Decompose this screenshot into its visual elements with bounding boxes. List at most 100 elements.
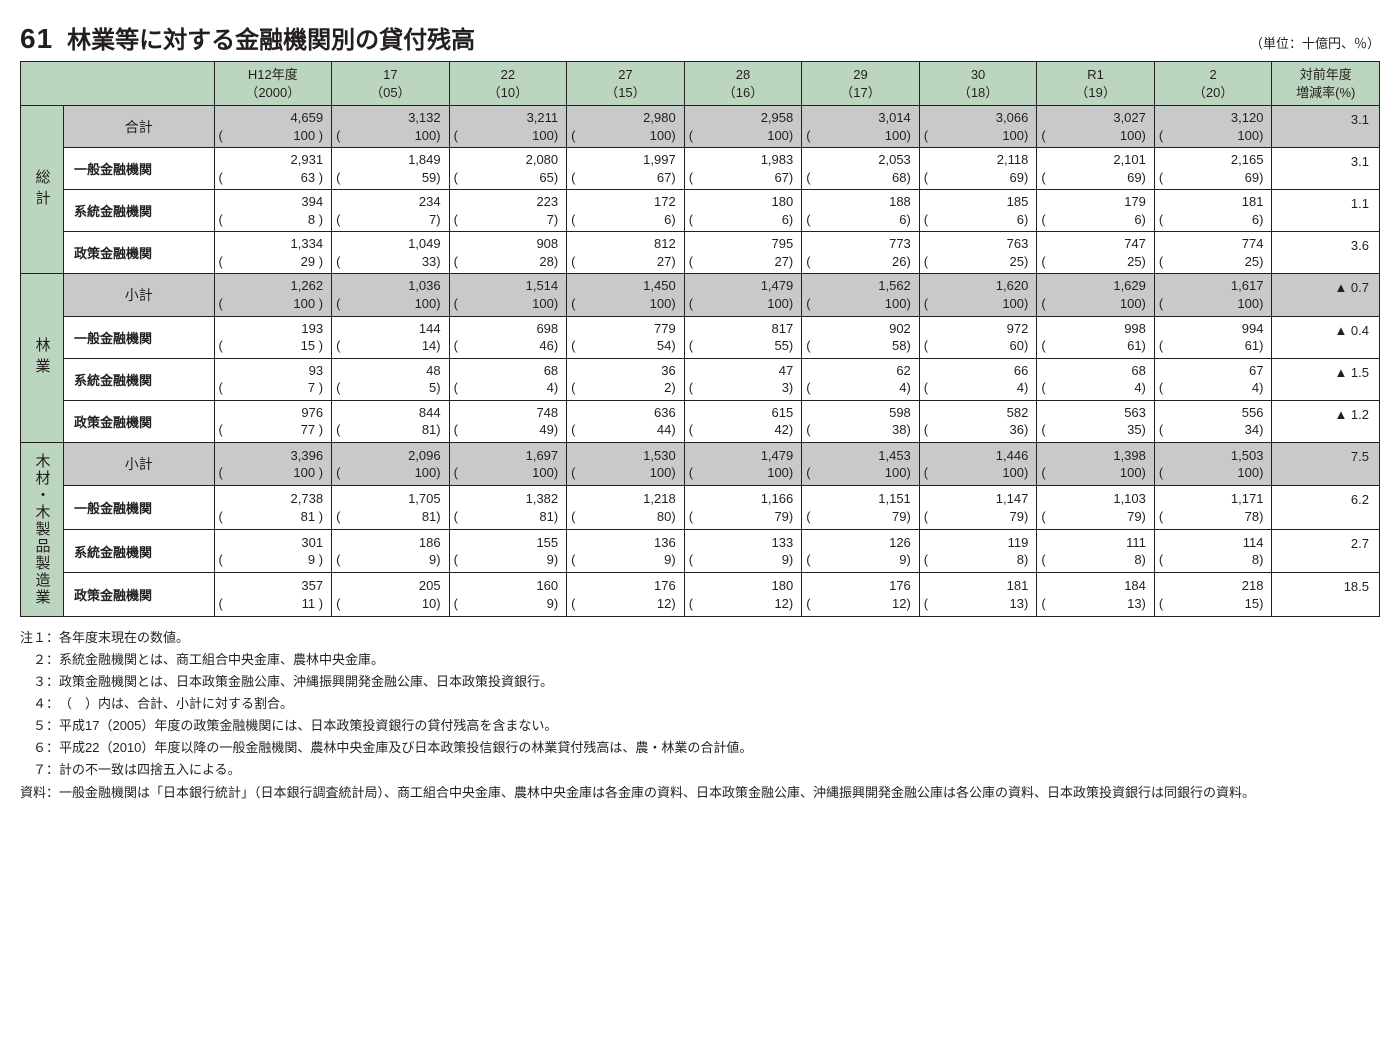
- data-cell: 3,014(100): [802, 106, 920, 148]
- row-label: 系統金融機関: [64, 358, 215, 400]
- year-header: 30（18）: [919, 62, 1037, 106]
- rate-cell: ▲ 1.5: [1272, 358, 1380, 400]
- table-title: 林業等に対する金融機関別の貸付残高: [67, 20, 475, 55]
- data-cell: 779(54): [567, 316, 685, 358]
- data-cell: 2,980(100): [567, 106, 685, 148]
- data-cell: 773(26): [802, 232, 920, 274]
- footnote-line: ７：計の不一致は四捨五入による。: [20, 759, 1380, 781]
- data-cell: 1,147(79): [919, 486, 1037, 530]
- data-cell: 615(42): [684, 400, 802, 442]
- footnote-line: 注１：各年度末現在の数値。: [20, 627, 1380, 649]
- data-cell: 1,849(59): [332, 148, 450, 190]
- data-cell: 994(61): [1154, 316, 1272, 358]
- data-cell: 747(25): [1037, 232, 1155, 274]
- data-cell: 62(4): [802, 358, 920, 400]
- data-cell: 556(34): [1154, 400, 1272, 442]
- data-cell: 176(12): [567, 573, 685, 617]
- row-label: 合計: [64, 106, 215, 148]
- footnote-line: ６：平成22（2010）年度以降の一般金融機関、農林中央金庫及び日本政策投信銀行…: [20, 737, 1380, 759]
- data-cell: 1,151(79): [802, 486, 920, 530]
- footnote-line: ２：系統金融機関とは、商工組合中央金庫、農林中央金庫。: [20, 649, 1380, 671]
- data-cell: 205(10): [332, 573, 450, 617]
- data-cell: 47(3): [684, 358, 802, 400]
- data-cell: 184(13): [1037, 573, 1155, 617]
- table-number: 61: [20, 23, 53, 55]
- data-cell: 2,080(65): [449, 148, 567, 190]
- data-cell: 181(13): [919, 573, 1037, 617]
- data-cell: 1,218(80): [567, 486, 685, 530]
- unit-label: （単位：十億円、％）: [1250, 33, 1380, 52]
- data-cell: 1,514(100): [449, 274, 567, 316]
- data-cell: 1,334(29 ): [214, 232, 332, 274]
- data-cell: 126(9): [802, 529, 920, 573]
- data-cell: 1,036(100): [332, 274, 450, 316]
- rate-cell: 3.1: [1272, 148, 1380, 190]
- data-cell: 817(55): [684, 316, 802, 358]
- year-header: R1（19）: [1037, 62, 1155, 106]
- data-cell: 176(12): [802, 573, 920, 617]
- data-cell: 66(4): [919, 358, 1037, 400]
- header-blank: [21, 62, 215, 106]
- year-header: 27（15）: [567, 62, 685, 106]
- data-cell: 844(81): [332, 400, 450, 442]
- data-cell: 3,396(100 ): [214, 442, 332, 486]
- rate-cell: 2.7: [1272, 529, 1380, 573]
- section-label: 林業: [21, 274, 64, 442]
- data-cell: 1,103(79): [1037, 486, 1155, 530]
- data-cell: 1,697(100): [449, 442, 567, 486]
- rate-header: 対前年度増減率(%): [1272, 62, 1380, 106]
- data-cell: 2,958(100): [684, 106, 802, 148]
- data-cell: 179(6): [1037, 190, 1155, 232]
- data-cell: 972(60): [919, 316, 1037, 358]
- year-header: 28（16）: [684, 62, 802, 106]
- data-cell: 698(46): [449, 316, 567, 358]
- data-cell: 186(9): [332, 529, 450, 573]
- data-cell: 111(8): [1037, 529, 1155, 573]
- data-cell: 68(4): [1037, 358, 1155, 400]
- data-cell: 180(12): [684, 573, 802, 617]
- data-cell: 908(28): [449, 232, 567, 274]
- data-cell: 2,053(68): [802, 148, 920, 190]
- data-cell: 763(25): [919, 232, 1037, 274]
- data-cell: 2,165(69): [1154, 148, 1272, 190]
- rate-cell: 1.1: [1272, 190, 1380, 232]
- data-cell: 563(35): [1037, 400, 1155, 442]
- rate-cell: 6.2: [1272, 486, 1380, 530]
- data-cell: 2,738(81 ): [214, 486, 332, 530]
- data-cell: 185(6): [919, 190, 1037, 232]
- loan-balance-table: H12年度（2000）17（05）22（10）27（15）28（16）29（17…: [20, 61, 1380, 617]
- data-cell: 1,450(100): [567, 274, 685, 316]
- data-cell: 795(27): [684, 232, 802, 274]
- data-cell: 1,983(67): [684, 148, 802, 190]
- data-cell: 223(7): [449, 190, 567, 232]
- data-cell: 1,166(79): [684, 486, 802, 530]
- data-cell: 1,620(100): [919, 274, 1037, 316]
- data-cell: 582(36): [919, 400, 1037, 442]
- data-cell: 180(6): [684, 190, 802, 232]
- data-cell: 748(49): [449, 400, 567, 442]
- year-header: 17（05）: [332, 62, 450, 106]
- data-cell: 188(6): [802, 190, 920, 232]
- data-cell: 1,479(100): [684, 442, 802, 486]
- data-cell: 998(61): [1037, 316, 1155, 358]
- data-cell: 234(7): [332, 190, 450, 232]
- data-cell: 133(9): [684, 529, 802, 573]
- data-cell: 1,453(100): [802, 442, 920, 486]
- data-cell: 2,096(100): [332, 442, 450, 486]
- data-cell: 1,530(100): [567, 442, 685, 486]
- rate-cell: ▲ 0.7: [1272, 274, 1380, 316]
- data-cell: 68(4): [449, 358, 567, 400]
- data-cell: 1,262(100 ): [214, 274, 332, 316]
- rate-cell: ▲ 1.2: [1272, 400, 1380, 442]
- rate-cell: 7.5: [1272, 442, 1380, 486]
- row-label: 政策金融機関: [64, 400, 215, 442]
- footnotes: 注１：各年度末現在の数値。 ２：系統金融機関とは、商工組合中央金庫、農林中央金庫…: [20, 627, 1380, 804]
- data-cell: 36(2): [567, 358, 685, 400]
- section-label: 総計: [21, 106, 64, 274]
- row-label: 系統金融機関: [64, 529, 215, 573]
- table-header: 61 林業等に対する金融機関別の貸付残高 （単位：十億円、％）: [20, 20, 1380, 55]
- row-label: 政策金融機関: [64, 232, 215, 274]
- data-cell: 155(9): [449, 529, 567, 573]
- row-label: 系統金融機関: [64, 190, 215, 232]
- data-cell: 218(15): [1154, 573, 1272, 617]
